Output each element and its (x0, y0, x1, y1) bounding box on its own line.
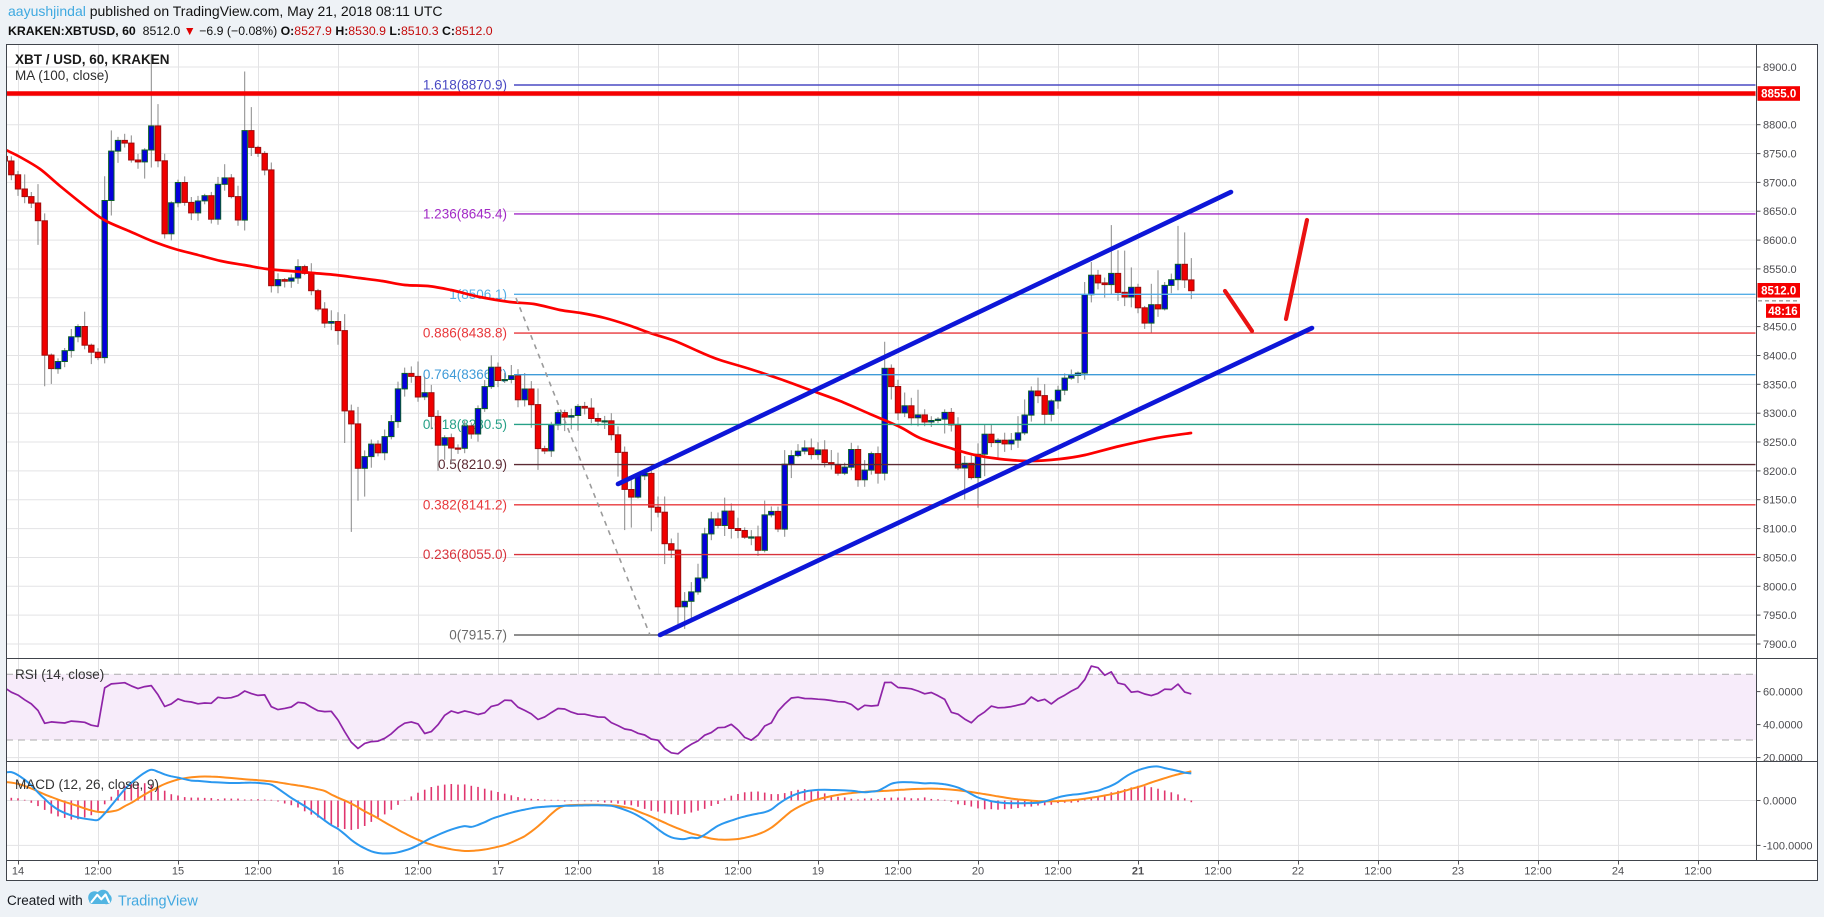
svg-text:8300.0: 8300.0 (1763, 408, 1797, 420)
svg-text:24: 24 (1612, 866, 1624, 878)
svg-text:8650.0: 8650.0 (1763, 206, 1797, 218)
svg-text:7950.0: 7950.0 (1763, 610, 1797, 622)
svg-text:23: 23 (1452, 866, 1464, 878)
svg-text:12:00: 12:00 (1044, 866, 1072, 878)
svg-text:8800.0: 8800.0 (1763, 120, 1797, 132)
svg-text:14: 14 (12, 866, 24, 878)
svg-text:8000.0: 8000.0 (1763, 581, 1797, 593)
svg-text:MA (100, close): MA (100, close) (15, 68, 109, 83)
svg-text:8250.0: 8250.0 (1763, 437, 1797, 449)
svg-text:12:00: 12:00 (884, 866, 912, 878)
svg-text:20.0000: 20.0000 (1763, 753, 1803, 765)
svg-text:18: 18 (652, 866, 664, 878)
svg-text:1.618(8870.9): 1.618(8870.9) (423, 78, 507, 93)
svg-text:8855.0: 8855.0 (1761, 89, 1796, 101)
svg-text:-100.0000: -100.0000 (1763, 840, 1813, 852)
svg-text:0.382(8141.2): 0.382(8141.2) (423, 497, 507, 512)
svg-text:48:16: 48:16 (1768, 306, 1797, 318)
svg-text:8750.0: 8750.0 (1763, 149, 1797, 161)
svg-text:0.764(8366.7): 0.764(8366.7) (423, 367, 507, 382)
svg-text:KRAKEN:XBTUSD, 60 8512.0 ▼ −6: KRAKEN:XBTUSD, 60 8512.0 ▼ −6.9 (−0.08%)… (8, 24, 493, 38)
svg-text:8450.0: 8450.0 (1763, 322, 1797, 334)
svg-text:aayushjindal published on Trad: aayushjindal published on TradingView.co… (8, 3, 443, 19)
svg-text:12:00: 12:00 (564, 866, 592, 878)
svg-text:22: 22 (1292, 866, 1304, 878)
svg-text:8400.0: 8400.0 (1763, 351, 1797, 363)
svg-text:12:00: 12:00 (1204, 866, 1232, 878)
svg-text:8350.0: 8350.0 (1763, 379, 1797, 391)
svg-text:8550.0: 8550.0 (1763, 264, 1797, 276)
svg-text:8600.0: 8600.0 (1763, 235, 1797, 247)
svg-text:8200.0: 8200.0 (1763, 466, 1797, 478)
svg-text:19: 19 (812, 866, 824, 878)
svg-text:40.0000: 40.0000 (1763, 720, 1803, 732)
svg-text:TradingView: TradingView (118, 894, 198, 910)
svg-text:12:00: 12:00 (724, 866, 752, 878)
svg-text:12:00: 12:00 (404, 866, 432, 878)
svg-text:8100.0: 8100.0 (1763, 524, 1797, 536)
svg-text:1.236(8645.4): 1.236(8645.4) (423, 206, 507, 221)
svg-text:8900.0: 8900.0 (1763, 62, 1797, 74)
svg-text:0(7915.7): 0(7915.7) (449, 628, 507, 643)
svg-text:20: 20 (972, 866, 984, 878)
svg-text:12:00: 12:00 (244, 866, 272, 878)
svg-text:RSI (14, close): RSI (14, close) (15, 667, 104, 682)
svg-text:8150.0: 8150.0 (1763, 495, 1797, 507)
svg-text:12:00: 12:00 (1684, 866, 1712, 878)
svg-text:8700.0: 8700.0 (1763, 177, 1797, 189)
svg-text:12:00: 12:00 (84, 866, 112, 878)
svg-text:0.5(8210.9): 0.5(8210.9) (438, 457, 507, 472)
svg-text:21: 21 (1132, 866, 1144, 878)
svg-text:0.886(8438.8): 0.886(8438.8) (423, 326, 507, 341)
svg-text:60.0000: 60.0000 (1763, 687, 1803, 699)
svg-text:8050.0: 8050.0 (1763, 553, 1797, 565)
svg-text:XBT / USD, 60, KRAKEN: XBT / USD, 60, KRAKEN (15, 52, 170, 67)
svg-text:0.0000: 0.0000 (1763, 796, 1797, 808)
svg-text:17: 17 (492, 866, 504, 878)
svg-text:7900.0: 7900.0 (1763, 639, 1797, 651)
svg-text:Created with: Created with (7, 893, 83, 908)
svg-text:0.236(8055.0): 0.236(8055.0) (423, 547, 507, 562)
svg-text:12:00: 12:00 (1524, 866, 1552, 878)
svg-text:15: 15 (172, 866, 184, 878)
svg-text:MACD (12, 26, close, 9): MACD (12, 26, close, 9) (15, 777, 159, 792)
svg-text:16: 16 (332, 866, 344, 878)
svg-text:8512.0: 8512.0 (1761, 286, 1796, 298)
svg-text:12:00: 12:00 (1364, 866, 1392, 878)
